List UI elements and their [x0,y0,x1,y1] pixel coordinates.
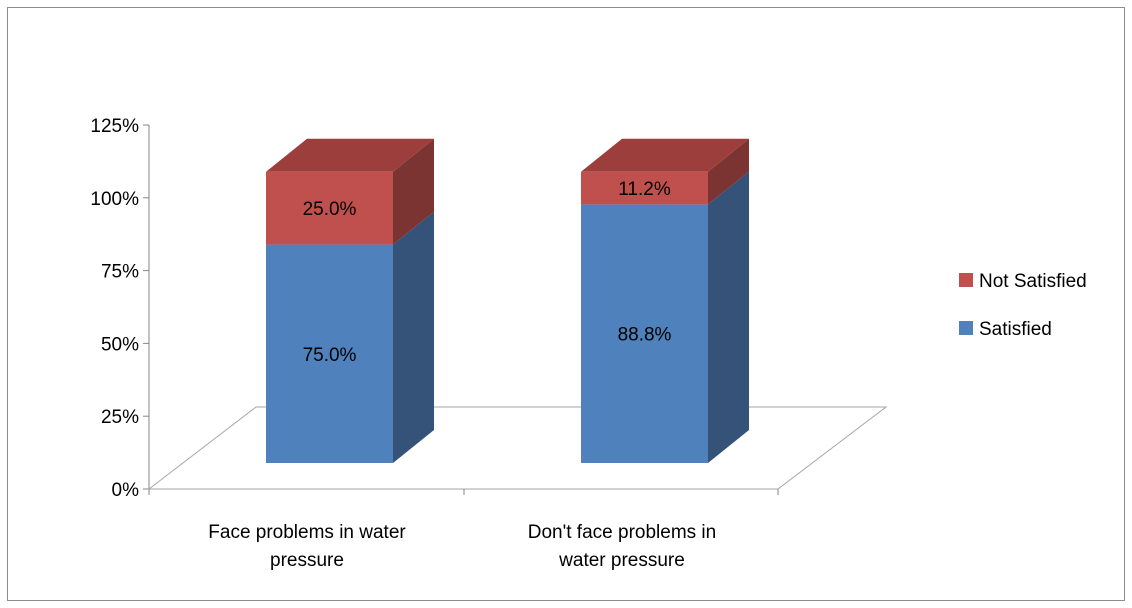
bar-front-satisfied [266,244,393,463]
axis-layer: 0% 25% 50% 75% 100% 125% [90,116,888,501]
bars-layer [266,138,749,463]
legend-swatch [959,321,973,335]
x-category-label: Don't face problems in [528,522,716,543]
bar-top-not-satisfied [581,138,749,172]
bar-front-satisfied [581,204,708,463]
y-tick-label: 75% [101,262,139,283]
data-label: 25.0% [303,199,357,220]
y-tick-label: 0% [112,480,140,501]
data-label: 75.0% [303,345,357,366]
legend-label: Satisfied [979,319,1052,340]
bar-side-satisfied [708,171,749,463]
x-category-label: water pressure [558,550,685,571]
x-category-label: Face problems in water [208,522,406,543]
legend-swatch [959,273,973,287]
y-tick-label: 50% [101,334,139,355]
x-category-label: pressure [270,550,344,571]
y-tick-label: 125% [90,116,139,137]
bar-front-not-satisfied [266,171,393,245]
legend-layer: Not Satisfied Satisfied [959,271,1087,340]
y-tick-label: 25% [101,407,139,428]
bar-side-not-satisfied [393,138,434,245]
chart-svg: 0% 25% 50% 75% 100% 125% 75.0% 25.0% Face probl… [90,116,1087,571]
legend-label: Not Satisfied [979,271,1087,292]
labels-layer: 75.0% 25.0% Face problems in water pressure… [208,179,716,571]
bar-front-not-satisfied [581,171,708,205]
bar-side-not-satisfied [708,138,749,205]
bar-side-satisfied [393,211,434,463]
chart-frame: 0% 25% 50% 75% 100% 125% 75.0% 25.0% Face probl… [7,7,1125,601]
y-tick-label: 100% [90,189,139,210]
floor-plane [147,406,888,490]
data-label: 88.8% [618,325,672,346]
bar-top-not-satisfied [266,138,434,172]
data-label: 11.2% [618,179,671,200]
